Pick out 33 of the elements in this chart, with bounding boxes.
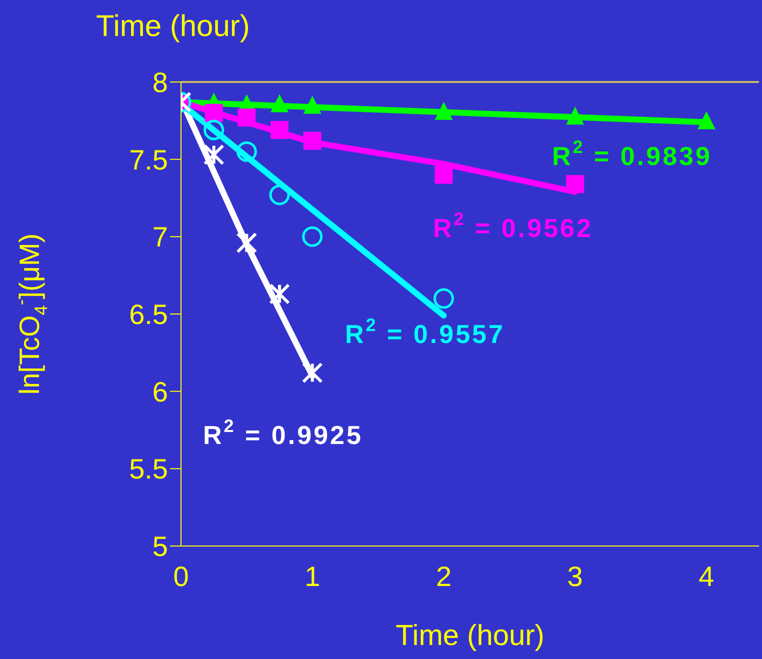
y-tick-label: 6.5 <box>129 298 168 330</box>
point <box>434 166 453 184</box>
x-tick-label: 3 <box>567 560 583 592</box>
point <box>303 132 322 150</box>
annotation: R$^{2}$ = 0.9925 <box>203 416 363 450</box>
point <box>302 362 323 384</box>
point <box>269 184 290 206</box>
point <box>238 108 256 127</box>
point <box>236 232 258 254</box>
point <box>236 141 257 162</box>
x-tick-label: 4 <box>698 560 714 592</box>
y-tick-label: 8 <box>152 66 168 98</box>
y-tick-label: 5.5 <box>129 454 168 485</box>
point <box>204 104 223 122</box>
y-tick-label: 7 <box>152 222 168 253</box>
point <box>203 144 224 166</box>
point <box>566 175 584 194</box>
x-tick-label: 1 <box>304 560 320 592</box>
y-tick-label: 7.5 <box>129 144 168 176</box>
annotation: R$^{2}$ = 0.9839 <box>552 136 712 171</box>
point <box>269 283 290 304</box>
y-tick-label: 6 <box>152 376 168 408</box>
text: Time (hour) <box>96 10 250 43</box>
point <box>270 120 289 139</box>
x-tick-label: 0 <box>173 560 189 592</box>
annotation: R$^{2}$ = 0.9562 <box>433 208 593 243</box>
y-tick-label: 5 <box>152 530 168 562</box>
point <box>302 226 323 247</box>
point <box>433 288 454 309</box>
x-tick-label: 2 <box>436 560 452 592</box>
point <box>204 120 224 140</box>
x-axis-title: Time (hour) <box>396 620 544 652</box>
annotation: R$^{2}$ = 0.9557 <box>345 314 505 349</box>
